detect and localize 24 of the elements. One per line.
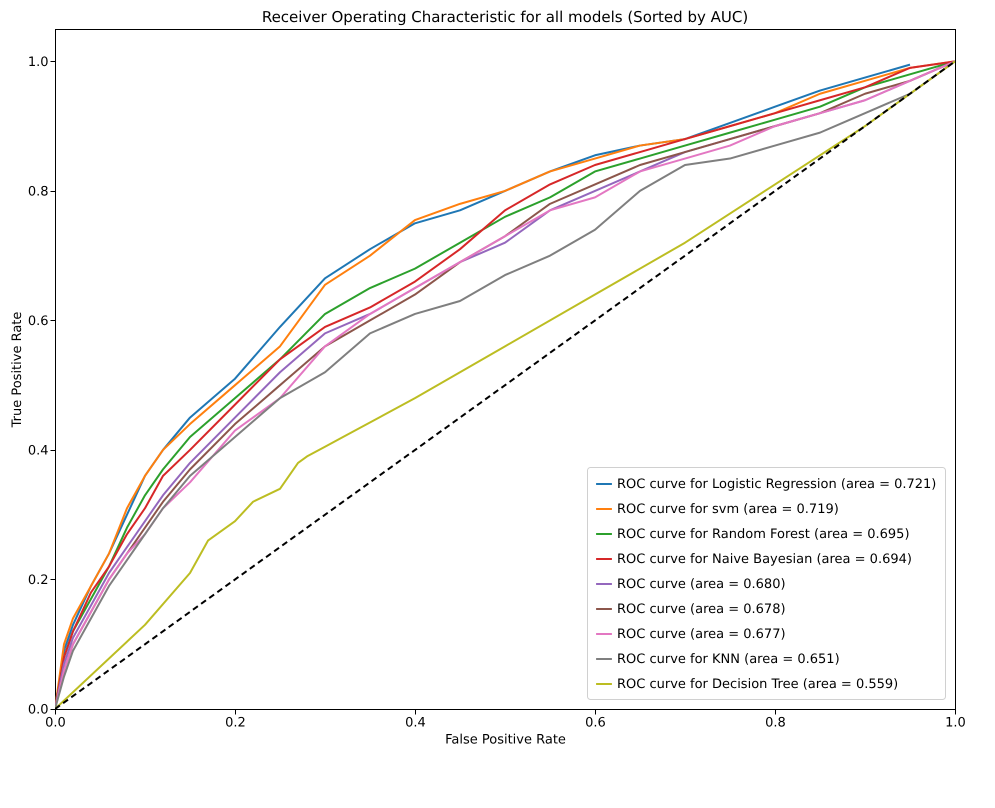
legend-label: ROC curve (area = 0.678) — [617, 602, 786, 617]
y-tick-label: 0.8 — [28, 184, 48, 200]
x-axis-title: False Positive Rate — [445, 732, 566, 748]
x-tick-label: 0.0 — [45, 716, 66, 730]
x-tick-label: 1.0 — [945, 716, 966, 730]
y-axis-title: True Positive Rate — [10, 312, 25, 428]
legend-label: ROC curve for Naive Bayesian (area = 0.694) — [617, 552, 912, 567]
legend-label: ROC curve for KNN (area = 0.651) — [617, 652, 840, 667]
y-tick-label: 0.4 — [28, 443, 48, 458]
x-tick-label: 0.4 — [405, 716, 426, 730]
y-tick-label: 1.0 — [28, 54, 48, 70]
y-tick-label: 0.6 — [28, 314, 48, 329]
legend-label: ROC curve (area = 0.677) — [617, 627, 786, 642]
x-tick-label: 0.8 — [765, 716, 786, 730]
x-tick-label: 0.6 — [585, 716, 606, 730]
chart-title: Receiver Operating Characteristic for all models (Sorted by AUC) — [262, 8, 748, 26]
y-tick-label: 0.2 — [28, 572, 48, 588]
legend-label: ROC curve for Random Forest (area = 0.695) — [617, 527, 910, 542]
legend-label: ROC curve (area = 0.680) — [617, 577, 786, 592]
legend-label: ROC curve for svm (area = 0.719) — [617, 502, 839, 517]
legend-label: ROC curve for Decision Tree (area = 0.559) — [617, 677, 898, 692]
x-tick-label: 0.2 — [225, 716, 246, 730]
legend-label: ROC curve for Logistic Regression (area = 0.721) — [617, 477, 936, 492]
y-tick-label: 0.0 — [28, 702, 48, 718]
